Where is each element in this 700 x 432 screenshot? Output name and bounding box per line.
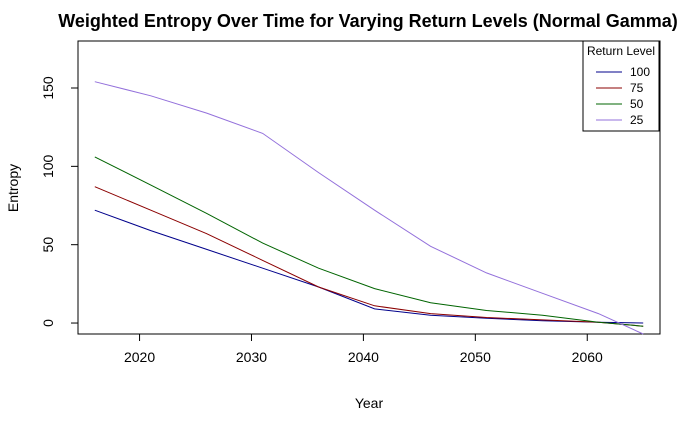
x-tick-label: 2020 [124,349,155,365]
series-layer [94,81,644,335]
legend-items: 100 75 50 25 [596,65,650,127]
y-axis: 0 50 100 150 [40,76,78,327]
x-axis-label: Year [355,395,384,411]
legend-label-100: 100 [630,65,650,79]
y-tick-label: 50 [40,237,56,253]
legend: Return Level 100 75 50 25 [582,40,660,132]
y-tick-label: 150 [40,76,56,100]
x-tick-label: 2030 [236,349,267,365]
y-tick-label: 100 [40,154,56,178]
x-axis: 2020 2030 2040 2050 2060 [124,334,603,365]
x-tick-label: 2040 [348,349,379,365]
y-tick-label: 0 [40,319,56,327]
series-line-75 [94,186,644,327]
chart-title: Weighted Entropy Over Time for Varying R… [58,11,678,31]
legend-label-75: 75 [630,81,644,95]
x-tick-label: 2060 [572,349,603,365]
x-tick-label: 2050 [460,349,491,365]
legend-title: Return Level [587,44,655,58]
plot-frame [77,40,661,335]
y-axis-label: Entropy [5,164,21,212]
series-line-50 [94,156,644,327]
legend-label-25: 25 [630,113,644,127]
series-line-100 [94,209,644,324]
legend-box [582,40,660,132]
legend-label-50: 50 [630,97,644,111]
series-line-25 [94,81,644,335]
